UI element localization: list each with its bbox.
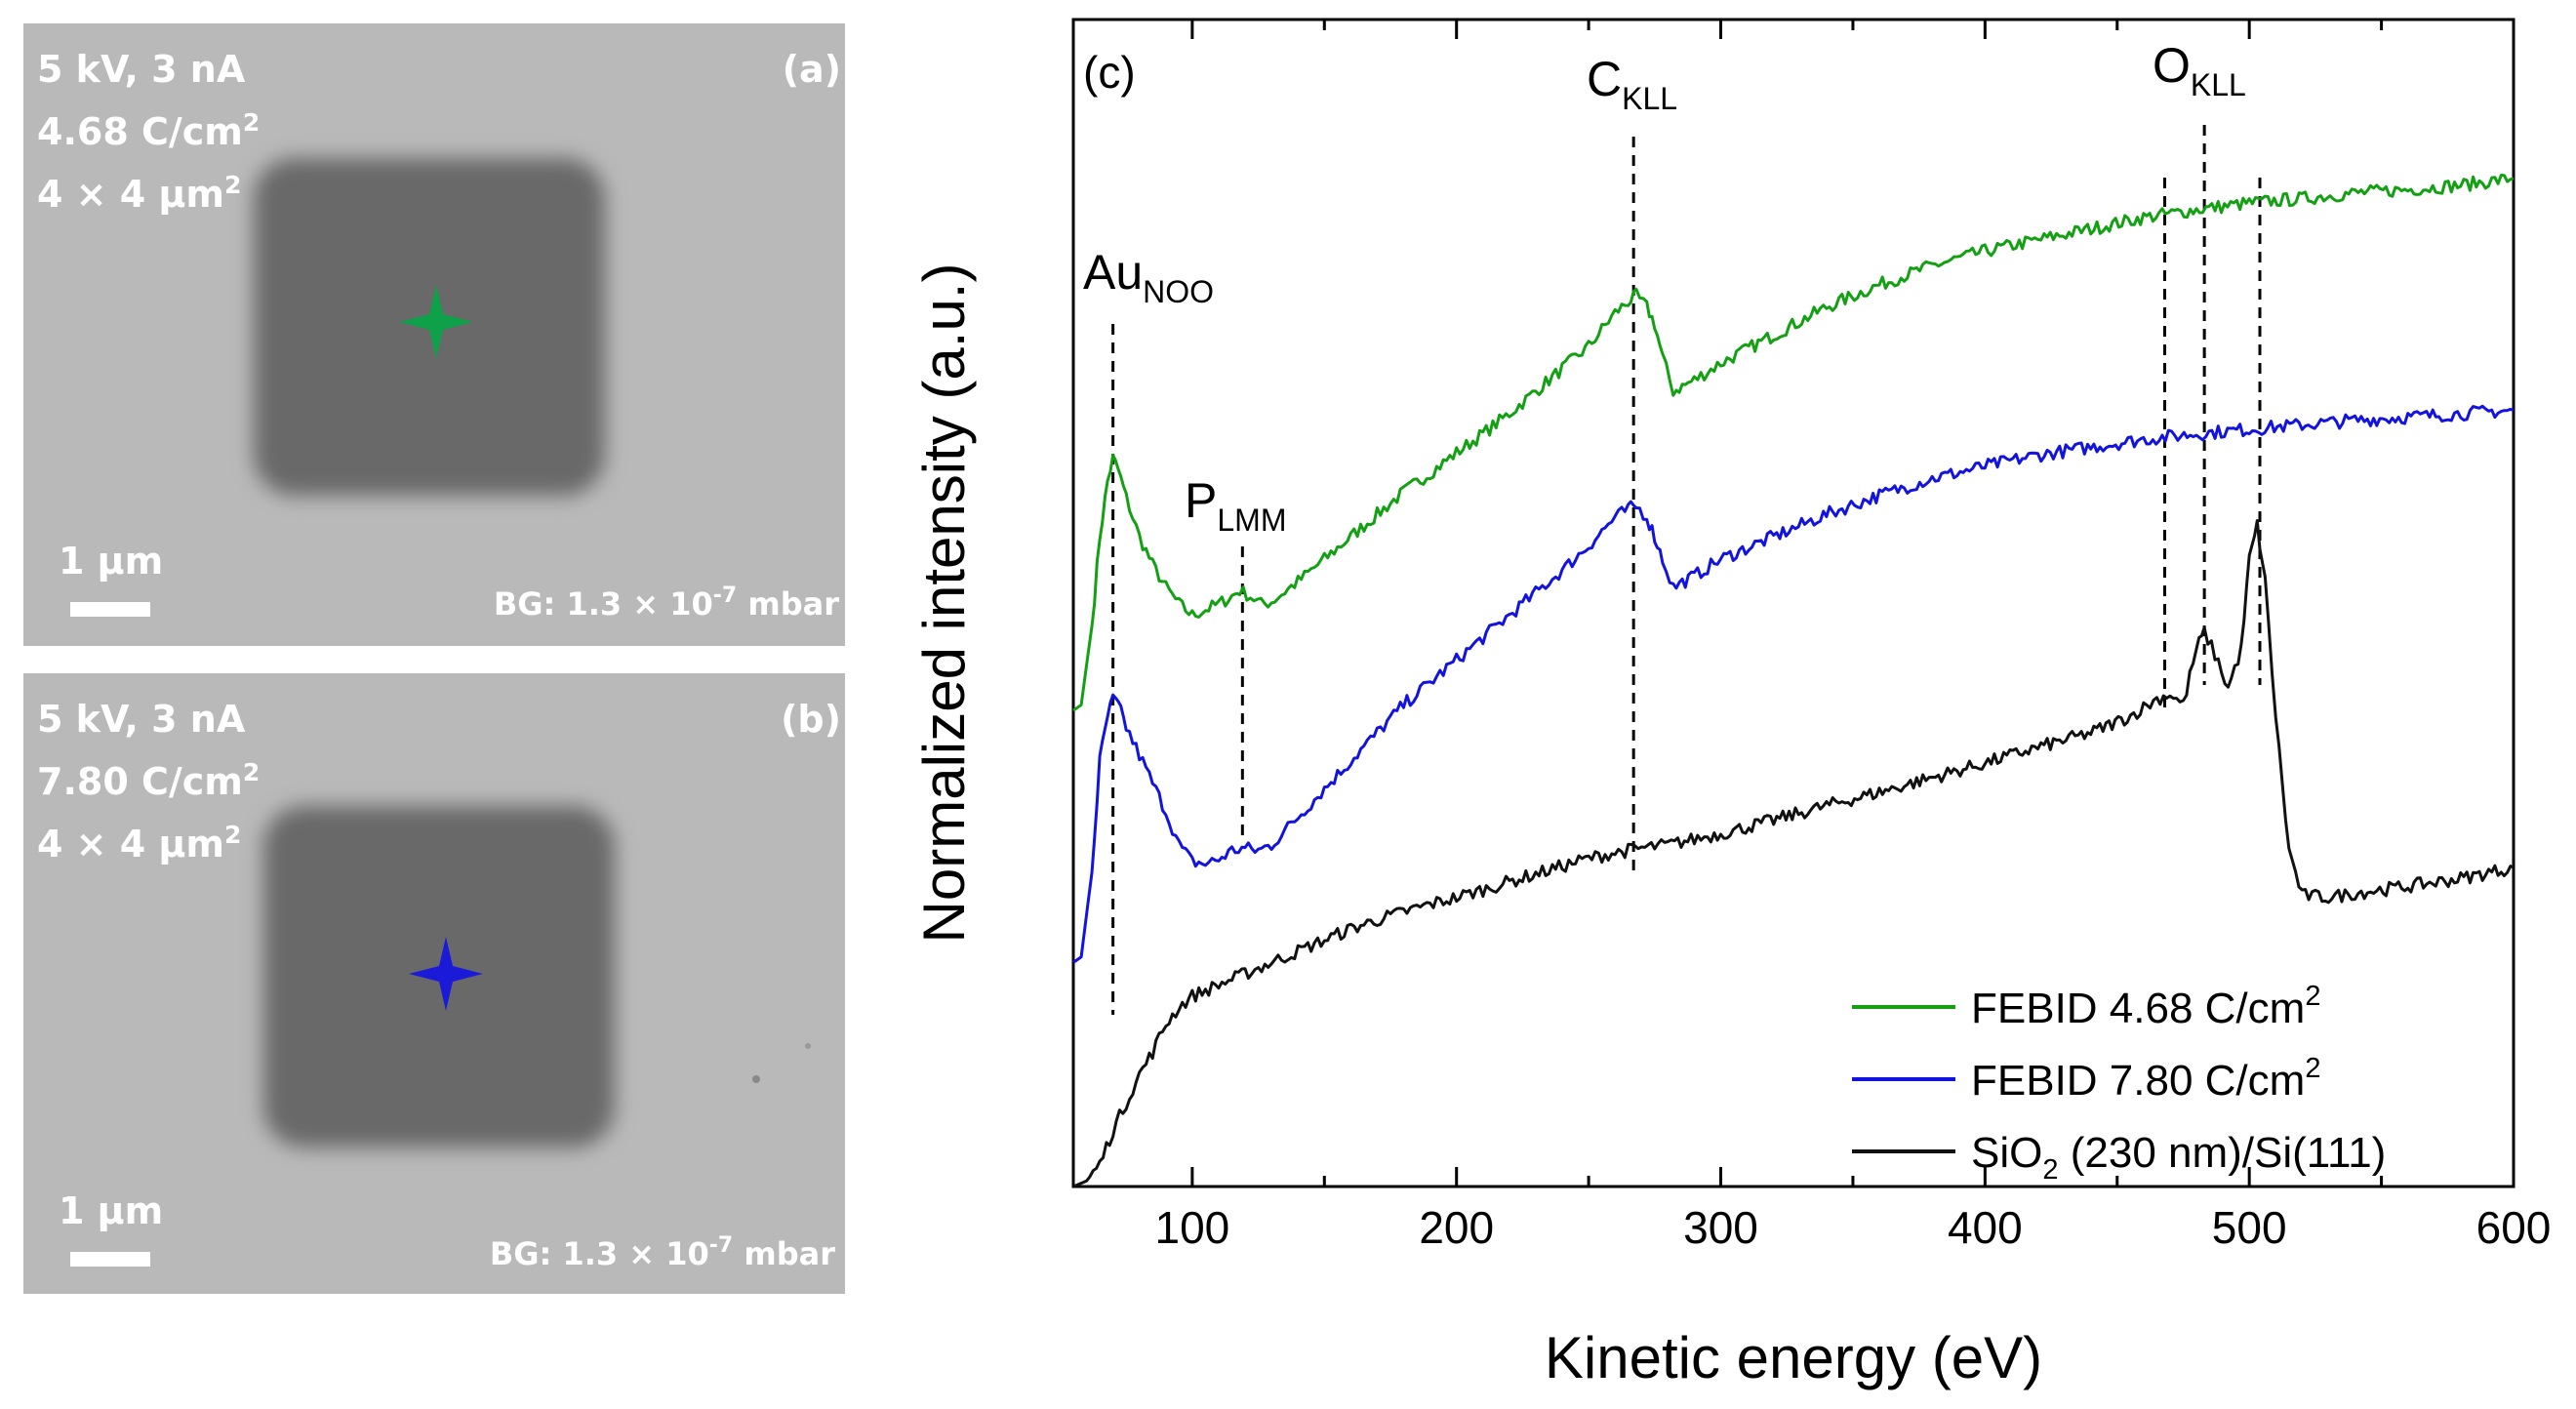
series-line-1 bbox=[1072, 174, 2515, 712]
legend-entry: FEBID 4.68 C/cm2 bbox=[1971, 981, 2320, 1032]
x-tick-label: 400 bbox=[1948, 1202, 2023, 1253]
panel-label-c: (c) bbox=[1083, 47, 1136, 98]
plot-frame bbox=[1071, 18, 2516, 1188]
legend-entry: FEBID 7.80 C/cm2 bbox=[1971, 1053, 2320, 1105]
area-a: 4 × 4 µm2 bbox=[37, 171, 241, 216]
scale-label-b: 1 µm bbox=[59, 1189, 163, 1232]
scale-bar-a bbox=[70, 602, 150, 617]
background-pressure-b: BG: 1.3 × 10-7 mbar bbox=[490, 1233, 835, 1272]
y-axis-label: Normalized intensity (a.u.) bbox=[911, 263, 977, 944]
star-marker-a bbox=[399, 285, 473, 359]
series-layer bbox=[1072, 174, 2515, 1188]
spectrum-chart: 100 200 300 400 500 600 AuNOO PLMM CKLL OKLL (c)… bbox=[911, 18, 2551, 1390]
peak-label: AuNOO bbox=[1083, 245, 1214, 309]
dose-a: 4.68 C/cm2 bbox=[37, 108, 260, 153]
star-marker-b bbox=[409, 937, 483, 1011]
sem-panel-b: 5 kV, 3 nA 7.80 C/cm2 4 × 4 µm2 (b) 1 µm… bbox=[23, 673, 845, 1294]
x-axis-label: Kinetic energy (eV) bbox=[1545, 1325, 2042, 1390]
peak-label: PLMM bbox=[1185, 473, 1286, 538]
dose-b: 7.80 C/cm2 bbox=[37, 758, 260, 803]
axis-ticks: 100 200 300 400 500 600 bbox=[1154, 20, 2551, 1253]
x-tick-label: 500 bbox=[2212, 1202, 2287, 1253]
beam-conditions-a: 5 kV, 3 nA bbox=[37, 48, 246, 91]
x-tick-label: 100 bbox=[1154, 1202, 1229, 1253]
x-tick-label: 200 bbox=[1419, 1202, 1494, 1253]
reference-lines bbox=[1111, 125, 2262, 1015]
series-line-2 bbox=[1072, 404, 2515, 964]
x-tick-label: 300 bbox=[1683, 1202, 1758, 1253]
series-line-3 bbox=[1072, 519, 2515, 1188]
x-tick-label: 600 bbox=[2476, 1202, 2552, 1253]
peak-annotations: AuNOO PLMM CKLL OKLL bbox=[1083, 38, 2246, 538]
panel-label-a: (a) bbox=[783, 48, 841, 91]
sem-panel-a: 5 kV, 3 nA 4.68 C/cm2 4 × 4 µm2 (a) 1 µm… bbox=[23, 23, 845, 646]
peak-label: OKLL bbox=[2153, 38, 2246, 102]
surface-particle bbox=[752, 1075, 760, 1083]
surface-particle bbox=[805, 1043, 811, 1049]
scale-label-a: 1 µm bbox=[59, 540, 163, 583]
beam-conditions-b: 5 kV, 3 nA bbox=[37, 698, 246, 741]
scale-bar-b bbox=[70, 1252, 150, 1267]
legend: FEBID 4.68 C/cm2 FEBID 7.80 C/cm2 SiO2 (23… bbox=[1852, 981, 2386, 1186]
peak-label: CKLL bbox=[1587, 52, 1677, 116]
panel-label-b: (b) bbox=[781, 698, 841, 741]
legend-entry: SiO2 (230 nm)/Si(111) bbox=[1971, 1129, 2386, 1186]
background-pressure-a: BG: 1.3 × 10-7 mbar bbox=[494, 584, 839, 623]
area-b: 4 × 4 µm2 bbox=[37, 821, 241, 866]
